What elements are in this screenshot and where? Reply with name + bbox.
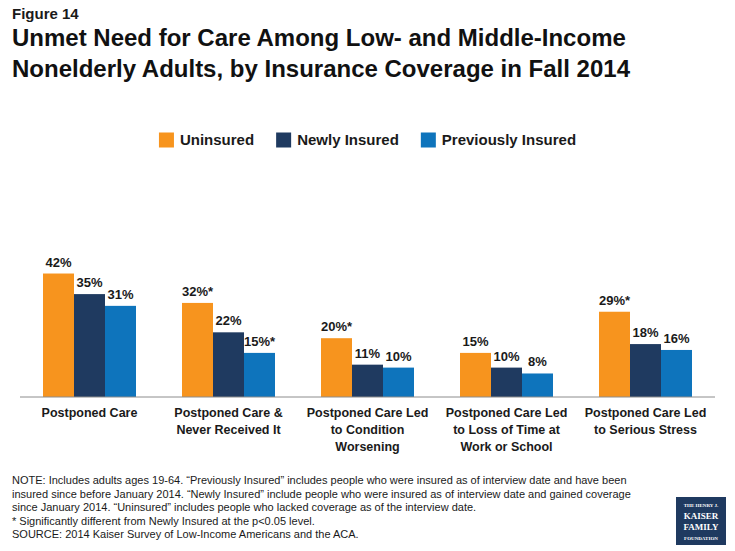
- category-label: Postponed Care Led to Serious Stress: [585, 406, 707, 437]
- legend-label: Uninsured: [180, 131, 254, 148]
- data-label: 20%*: [321, 319, 353, 334]
- category-label: Postponed Care: [42, 406, 138, 420]
- logo-text: KAISER: [684, 511, 719, 521]
- bar: [460, 353, 491, 397]
- legend-swatch: [159, 133, 174, 148]
- text-line: NOTE: Includes adults ages 19-64. “Previ…: [12, 474, 627, 486]
- legend: Uninsured Newly Insured Previously Insured: [159, 131, 576, 148]
- text-line: Postponed Care Led: [585, 406, 707, 420]
- data-label: 8%: [528, 354, 547, 369]
- bar: [352, 365, 383, 397]
- data-label: 11%: [355, 346, 381, 361]
- legend-label: Previously Insured: [442, 131, 576, 148]
- text-line: Nonelderly Adults, by Insurance Coverage…: [12, 55, 631, 82]
- category-label: Postponed Care & Never Received It: [174, 406, 282, 437]
- note: SOURCE: 2014 Kaiser Survey of Low-Income…: [12, 528, 359, 540]
- text-line: to Condition: [331, 423, 405, 437]
- text-line: since January 2014. “Uninsured” includes…: [12, 501, 476, 513]
- bar: [522, 373, 553, 397]
- text-line: SOURCE: 2014 Kaiser Survey of Low-Income…: [12, 528, 359, 540]
- data-label: 10%: [385, 349, 411, 364]
- data-label: 31%: [107, 287, 133, 302]
- data-label: 32%*: [182, 284, 214, 299]
- text-line: Never Received It: [176, 423, 281, 437]
- bar: [599, 312, 630, 397]
- data-label: 42%: [45, 255, 71, 270]
- note: * Significantly different from Newly Ins…: [12, 515, 315, 527]
- data-label: 16%: [663, 331, 689, 346]
- note: NOTE: Includes adults ages 19-64. “Previ…: [12, 474, 631, 513]
- logo-text: FOUNDATION: [684, 536, 718, 541]
- data-label: 15%: [462, 334, 488, 349]
- data-label: 29%*: [599, 293, 631, 308]
- data-label: 10%: [493, 349, 519, 364]
- title: Unmet Need for Care Among Low- and Middl…: [12, 24, 631, 82]
- text-line: Postponed Care Led: [446, 406, 568, 420]
- bar: [383, 368, 414, 397]
- logo-box: [676, 497, 726, 545]
- bar: [321, 338, 352, 397]
- logo-text: FAMILY: [683, 522, 719, 532]
- logo-text: THE HENRY J.: [684, 503, 719, 508]
- text-line: * Significantly different from Newly Ins…: [12, 515, 315, 527]
- data-label: 22%: [215, 313, 241, 328]
- text-line: to Loss of Time at: [453, 423, 561, 437]
- legend-swatch: [421, 133, 436, 148]
- text-line: Unmet Need for Care Among Low- and Middl…: [12, 24, 626, 51]
- legend-swatch: [276, 133, 291, 148]
- text-line: insured since before January 2014. “Newl…: [12, 488, 631, 500]
- chart: Figure 14 Unmet Need for Care Among Low- …: [0, 0, 735, 551]
- figure-label: Figure 14: [12, 5, 79, 22]
- text-line: Postponed Care Led: [307, 406, 429, 420]
- text-line: to Serious Stress: [594, 423, 697, 437]
- bar: [105, 306, 136, 397]
- data-label: 18%: [632, 325, 658, 340]
- bars: [43, 274, 692, 397]
- data-label: 15%*: [244, 334, 276, 349]
- category-label: Postponed Care Led to Loss of Time at Work…: [446, 406, 568, 454]
- bar: [182, 303, 213, 397]
- text-line: Postponed Care &: [174, 406, 282, 420]
- x-axis-line: [20, 397, 715, 398]
- bar: [491, 368, 522, 397]
- bar: [630, 344, 661, 397]
- bar: [213, 332, 244, 397]
- data-label: 35%: [76, 275, 102, 290]
- bar: [661, 350, 692, 397]
- text-line: Postponed Care: [42, 406, 138, 420]
- data-labels: 42% 32%* 20%* 15% 29%* 35% 22% 11% 10% 18% 31% 15%*…: [45, 255, 689, 370]
- logo: THE HENRY J. KAISERFAMILY FOUNDATION: [676, 497, 726, 545]
- bar: [74, 294, 105, 397]
- bar: [43, 274, 74, 397]
- category-label: Postponed Care Led to Condition Worsening: [307, 406, 429, 454]
- legend-label: Newly Insured: [297, 131, 399, 148]
- text-line: Worsening: [335, 440, 399, 454]
- bar: [244, 353, 275, 397]
- text-line: Work or School: [460, 440, 552, 454]
